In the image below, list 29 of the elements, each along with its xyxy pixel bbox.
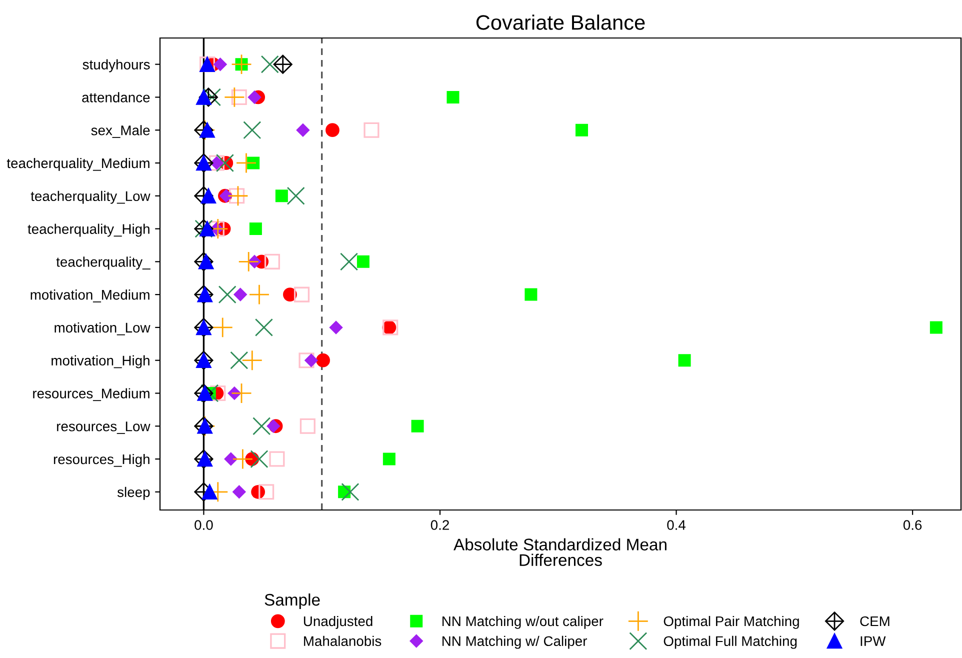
y-tick-label: teacherquality_Medium — [6, 158, 150, 171]
legend-label: NN Matching w/ Caliper — [442, 636, 588, 649]
y-tick-label: motivation_High — [52, 355, 150, 368]
x-tick-label: 0.4 — [667, 520, 686, 530]
x-axis-title: Absolute Standardized Mean Differences — [454, 538, 666, 566]
legend-label: NN Matching w/out caliper — [442, 616, 604, 629]
y-tick-label: resources_Low — [57, 422, 150, 434]
legend-label: Unadjusted — [304, 616, 372, 629]
x-tick-label: 0.2 — [430, 520, 449, 530]
y-tick-label: studyhours — [82, 59, 150, 72]
x-tick-label: 0.6 — [903, 520, 922, 530]
x-tick-label: 0.0 — [194, 520, 213, 530]
chart-title: Covariate Balance — [476, 14, 645, 30]
legend-label: Optimal Full Matching — [664, 636, 797, 649]
y-tick-label: motivation_Medium — [30, 290, 150, 302]
y-tick-label: teacherquality_High — [28, 224, 150, 237]
y-tick-label: teacherquality_Low — [30, 190, 150, 204]
y-tick-label: attendance — [82, 92, 150, 102]
y-tick-label: motivation_Low — [54, 322, 150, 336]
y-tick-label: resources_High — [54, 454, 150, 467]
legend-label: CEM — [860, 616, 890, 626]
legend-label: IPW — [860, 636, 886, 646]
y-tick-label: sex_Male — [91, 125, 150, 138]
y-tick-label: sleep — [117, 486, 150, 500]
y-tick-label: resources_Medium — [33, 388, 150, 402]
legend-label: Optimal Pair Matching — [664, 616, 799, 629]
legend-label: Mahalanobis — [304, 636, 382, 646]
y-tick-label: teacherquality_ — [56, 256, 150, 270]
legend-title: Sample — [264, 593, 320, 610]
